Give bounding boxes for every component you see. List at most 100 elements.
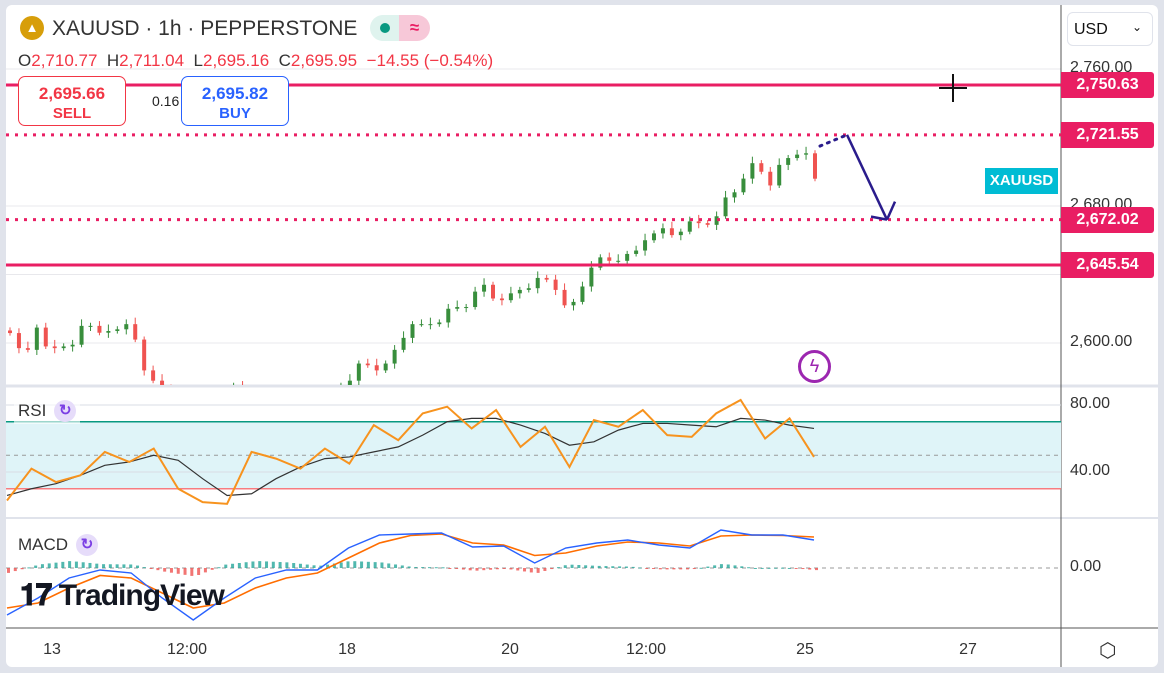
macd-histogram-bar [278,562,282,568]
macd-histogram-bar [149,568,153,569]
macd-histogram-bar [95,563,99,568]
time-tick: 13 [43,641,61,658]
price-line-label[interactable]: 2,645.54 [1061,252,1154,278]
low-label: L [193,51,203,70]
macd-histogram-bar [753,567,757,569]
settings-icon[interactable]: ⬡ [1099,640,1117,662]
macd-histogram-bar [265,561,269,568]
macd-histogram-bar [590,565,594,568]
currency-select[interactable]: USD ⌄ [1067,12,1153,46]
macd-histogram-bar [407,566,411,568]
macd-histogram-bar [244,562,248,568]
candle [571,301,576,306]
macd-histogram-bar [27,567,31,569]
macd-histogram-bar [74,561,78,568]
candle [88,325,93,327]
candle [750,163,755,179]
candle [410,324,415,338]
rsi-line [6,398,815,505]
macd-histogram-bar [706,566,710,568]
candle [383,363,388,371]
candle [330,394,334,397]
price-line-label[interactable]: 2,672.02 [1061,206,1154,233]
macd-legend[interactable]: MACD ↻ [14,532,102,558]
macd-histogram-bar [726,564,730,568]
macd-histogram-bar [665,568,669,570]
macd-histogram-bar [231,563,235,568]
macd-histogram-bar [815,568,818,571]
candle [473,291,478,308]
macd-label: MACD [18,535,69,554]
candle [169,388,173,395]
low-value: 2,695.16 [203,51,270,70]
candle [232,388,236,395]
chart-canvas[interactable] [6,5,1158,667]
macd-histogram-bar [380,562,384,568]
buy-price: 2,695.82 [201,84,269,103]
macd-histogram-bar [210,568,214,570]
macd-histogram-bar [584,565,588,568]
candle [482,284,487,292]
candle [347,380,352,385]
candle [276,401,280,404]
candle [392,349,397,364]
price-line-label[interactable]: 2,721.55 [1061,121,1154,148]
candle [795,154,800,159]
candle [562,289,567,306]
ohlc-readout: O2,710.77 H2,711.04 L2,695.16 C2,695.95 … [18,51,493,71]
time-tick: 12:00 [166,641,208,658]
market-status[interactable]: ≈ [370,15,430,41]
candle [267,401,271,403]
candle [616,260,621,262]
time-tick: 12:00 [625,641,667,658]
lightning-icon[interactable]: ϟ [798,350,831,383]
macd-histogram-bar [509,568,513,570]
refresh-icon[interactable]: ↻ [54,400,77,422]
macd-histogram-bar [136,565,140,568]
candle [786,158,791,165]
candle [499,298,504,301]
refresh-icon[interactable]: ↻ [76,534,99,556]
candle [580,286,585,302]
spread-value: 0.16 [152,93,180,109]
candle [124,324,129,330]
macd-histogram-bar [40,564,44,568]
candle [356,363,361,381]
projection-arrow [845,134,889,221]
candle [214,401,218,404]
macd-histogram-bar [122,564,126,568]
candle [241,388,245,395]
sell-button[interactable]: 2,695.66 SELL [18,76,126,126]
candle [34,327,39,350]
symbol-title[interactable]: XAUUSD · 1h · PEPPERSTONE [52,17,358,40]
macd-histogram-bar [258,561,262,568]
macd-histogram-bar [88,562,92,568]
macd-histogram-bar [747,567,751,569]
macd-histogram-bar [7,568,10,573]
price-line-label[interactable]: 2,750.63 [1061,72,1154,99]
macd-histogram-bar [685,568,689,570]
candle [178,394,182,399]
macd-histogram-bar [34,565,38,568]
gold-bars-icon: ▲ [20,16,44,40]
candle [16,333,21,349]
candle [652,233,656,241]
macd-histogram-bar [801,568,805,570]
price-tick: 2,600.00 [1070,333,1133,350]
candle [61,346,66,349]
rsi-legend[interactable]: RSI ↻ [14,398,81,424]
macd-histogram-bar [366,561,370,568]
candle [759,163,764,172]
candle [768,171,773,186]
tradingview-watermark[interactable]: 𝟏𝟕 TradingView [20,579,225,613]
macd-histogram-bar [387,563,391,568]
macd-histogram-bar [699,567,703,569]
macd-histogram-bar [448,568,452,569]
sell-label: SELL [52,105,92,122]
macd-histogram-bar [251,561,255,568]
macd-histogram-bar [271,561,275,568]
buy-button[interactable]: 2,695.82 BUY [181,76,289,126]
macd-histogram-bar [414,566,418,568]
macd-histogram-bar [360,561,364,568]
green-dot-icon [370,15,399,41]
